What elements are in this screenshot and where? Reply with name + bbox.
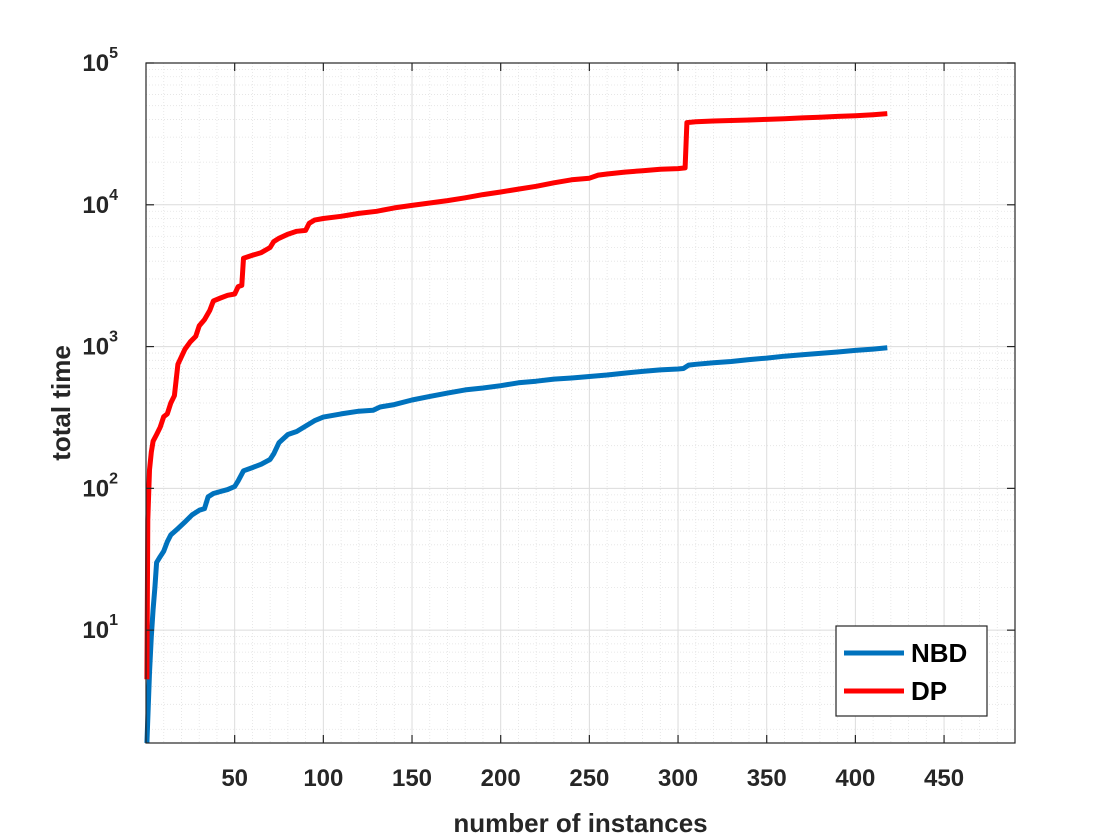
legend: NBD DP xyxy=(835,625,988,717)
series-line-nbd xyxy=(144,345,888,744)
grid xyxy=(146,62,1015,743)
y-tick-label: 102 xyxy=(82,470,118,502)
legend-box xyxy=(835,625,988,717)
legend-label-nbd: NBD xyxy=(911,638,967,668)
x-tick-label: 200 xyxy=(481,765,521,792)
y-axis-label: total time xyxy=(46,345,76,461)
x-tick-label: 250 xyxy=(569,765,609,792)
x-tick-label: 450 xyxy=(924,765,964,792)
y-tick-label: 104 xyxy=(82,187,118,219)
series-lines xyxy=(144,111,888,744)
x-tick-label: 50 xyxy=(221,765,248,792)
x-axis-label: number of instances xyxy=(453,808,707,838)
series-line-dp xyxy=(144,111,888,680)
y-tick-label: 103 xyxy=(82,329,118,361)
x-tick-label: 350 xyxy=(747,765,787,792)
x-tick-label: 300 xyxy=(658,765,698,792)
x-tick-label: 400 xyxy=(835,765,875,792)
y-tick-label: 105 xyxy=(82,45,118,77)
plot-frame xyxy=(145,62,1016,744)
y-tick-label: 101 xyxy=(82,612,118,644)
x-axis-ticks: 50 100 150 200 250 300 350 400 450 xyxy=(221,63,964,792)
x-tick-label: 150 xyxy=(392,765,432,792)
legend-label-dp: DP xyxy=(911,676,947,706)
x-tick-label: 100 xyxy=(303,765,343,792)
y-axis-ticks: 101 102 103 104 105 xyxy=(82,45,1015,644)
